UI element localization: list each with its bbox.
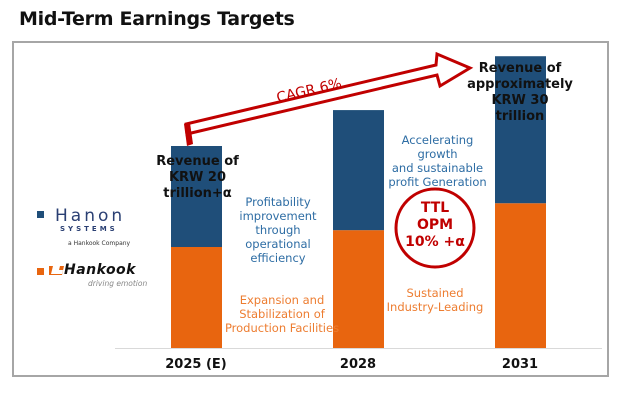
hanon-logo-sub: SYSTEMS	[60, 225, 118, 233]
note-line: Profitability	[245, 195, 311, 209]
hanon-note-2031: Accelerating growth and sustainable prof…	[380, 133, 495, 189]
note-line: improvement	[239, 209, 317, 224]
revenue-label-2025-line: KRW 20 trillion+α	[163, 169, 232, 201]
x-tick-label: 2025 (E)	[165, 357, 227, 372]
bar-hankook-0	[171, 247, 222, 348]
hanon-company-text: a Hankook Company	[68, 240, 131, 247]
x-tick-label: 2031	[501, 357, 539, 372]
bar-hankook-1	[333, 230, 384, 348]
opm-circle	[394, 187, 476, 269]
hankook-logo-text: Hankook	[64, 262, 136, 278]
note-line: through	[255, 223, 301, 238]
note-line: Stabilization of	[239, 307, 325, 322]
revenue-label-2031: Revenue of approximately KRW 30 trillion	[465, 61, 575, 124]
hanon-note-2025: Profitability improvement through operat…	[228, 195, 328, 265]
cagr-arrow	[184, 51, 474, 136]
hankook-logo-icon	[49, 266, 64, 275]
revenue-label-2031-line: Revenue of	[478, 61, 562, 76]
note-line: profit Generation	[388, 175, 487, 190]
revenue-label-2031-line: approximately	[467, 76, 573, 92]
hanon-logo-text: Hanon	[55, 206, 126, 226]
hankook-note-2025: Expansion and Stabilization of Productio…	[222, 293, 342, 335]
opm-line: TTL	[420, 200, 450, 216]
opm-line: 10% +α	[405, 233, 465, 250]
cagr-arrow-tail	[184, 123, 193, 146]
note-line: Accelerating growth	[401, 133, 474, 162]
bar-hankook-2	[495, 203, 546, 348]
bar-hanon-1	[333, 110, 384, 231]
bar-hanon-2	[495, 56, 546, 204]
page-title: Mid-Term Earnings Targets	[19, 8, 295, 30]
bar-hanon-0	[171, 146, 222, 247]
revenue-label-2025: Revenue of KRW 20 trillion+α	[140, 154, 255, 202]
chart-frame	[12, 41, 609, 377]
note-line: Production Facilities	[224, 321, 340, 336]
legend-swatch-hanon	[37, 211, 44, 218]
hankook-tagline: driving emotion	[88, 279, 148, 288]
legend-swatch-hankook	[37, 268, 44, 275]
x-tick-label: 2028	[339, 357, 377, 372]
note-line: Expansion and	[239, 293, 325, 307]
revenue-label-2025-line: Revenue of	[156, 154, 239, 169]
note-line: operational	[245, 237, 311, 252]
note-line: Industry-Leading	[386, 300, 484, 315]
revenue-label-2031-line: KRW 30 trillion	[491, 92, 549, 124]
opm-line: OPM	[416, 216, 454, 233]
note-line: and sustainable	[391, 161, 484, 176]
opm-target-label: TTL OPM 10% +α	[395, 200, 475, 250]
note-line: efficiency	[250, 251, 306, 266]
note-line: Sustained	[406, 286, 464, 300]
hankook-note-2031: Sustained Industry-Leading	[385, 286, 485, 314]
